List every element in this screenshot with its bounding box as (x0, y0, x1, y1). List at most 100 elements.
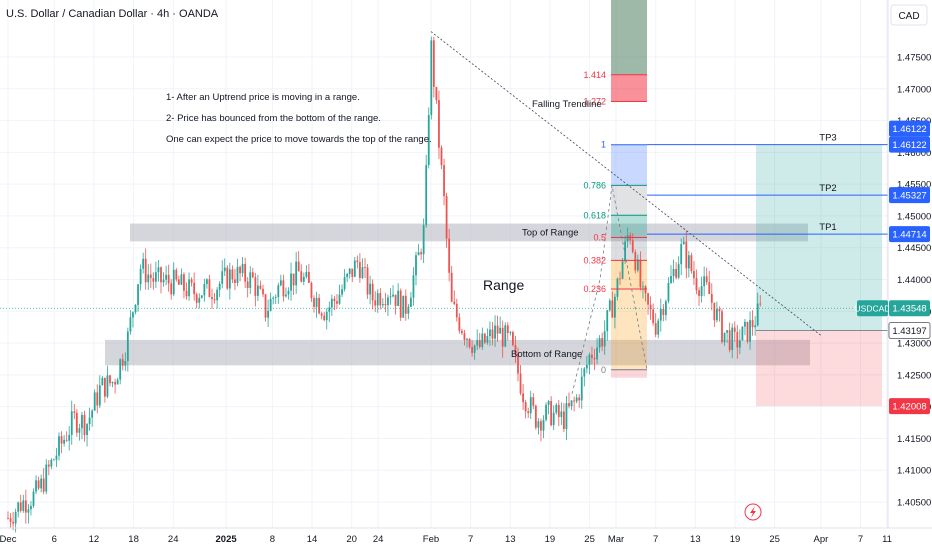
candle-body (88, 417, 91, 425)
candle-body (537, 421, 540, 428)
candle-body (716, 309, 718, 321)
entry-price-tag[interactable] (888, 322, 931, 340)
candle-body (455, 303, 458, 318)
candle-body (596, 347, 598, 360)
y-tick-label: 1.45000 (897, 211, 931, 222)
candle-body (404, 295, 407, 314)
labels: Top of Range Bottom of Range 1.414 1.272 1 0.… (511, 70, 837, 375)
current-price-value: 1.43548 (892, 304, 926, 315)
candle-body (244, 263, 247, 282)
candle-body (308, 272, 310, 283)
candle-body (698, 290, 700, 296)
candle-body (262, 288, 264, 295)
candle-body (575, 397, 578, 402)
fib-level-label: 0.236 (583, 284, 606, 294)
target-price-tag[interactable] (889, 187, 930, 204)
candle-body (325, 311, 328, 321)
candle-body (19, 502, 22, 511)
target-price-tag[interactable] (889, 136, 930, 153)
candle-body (438, 100, 440, 148)
y-tick-label: 1.47500 (897, 53, 931, 64)
target-price-tag[interactable] (889, 120, 930, 137)
candle-body (35, 480, 37, 492)
currency-button[interactable] (890, 4, 928, 26)
candle-body (353, 260, 356, 277)
candle-body (501, 327, 504, 347)
candle-body (65, 439, 68, 441)
candle-body (606, 310, 609, 332)
candle-body (193, 282, 196, 295)
candle-body (111, 382, 114, 384)
candle-body (670, 275, 672, 283)
candle-body (402, 295, 405, 318)
candle-body (634, 251, 637, 271)
candle-body (305, 272, 308, 277)
candle-body (710, 293, 713, 303)
candle-body (379, 293, 382, 306)
candle-body (24, 500, 27, 513)
candle-body (461, 330, 463, 334)
candle-body (642, 286, 644, 288)
candle-body (412, 275, 415, 298)
candle-body (624, 241, 626, 262)
symbol-tag-label: USDCAD (855, 304, 891, 314)
y-tick-label: 1.42500 (897, 370, 931, 381)
candle-body (430, 40, 433, 116)
candle-body (532, 397, 535, 406)
candle-body (445, 196, 448, 239)
y-axis[interactable]: 1.475001.470001.465001.460001.455001.450… (855, 53, 932, 509)
current-price-tag[interactable] (889, 300, 930, 317)
candle-body (463, 333, 466, 340)
range-bottom-band (105, 339, 810, 366)
candle-body (534, 405, 537, 428)
candle-body (343, 277, 346, 290)
target-label: TP3 (819, 133, 836, 144)
candle-body (175, 269, 178, 280)
x-tick-label: 2025 (216, 534, 238, 545)
range-bottom-label: Bottom of Range (511, 349, 582, 360)
candle-body (320, 313, 323, 316)
x-tick-label: 13 (505, 534, 516, 545)
candle-body (185, 290, 188, 297)
candle-body (277, 285, 280, 298)
candle-body (119, 359, 122, 380)
candle-body (200, 295, 203, 298)
lightning-icon[interactable] (744, 503, 762, 521)
candle-body (496, 325, 499, 334)
candle-body (700, 286, 703, 296)
candle-body (37, 480, 40, 489)
fib-level-label: 1.414 (583, 70, 606, 80)
fib-box (611, 0, 647, 75)
candle-body (356, 260, 359, 263)
y-tick-label: 1.44000 (897, 275, 931, 286)
candle-body (315, 297, 318, 307)
fib-level-label: 1.272 (583, 97, 606, 107)
candle-body (129, 317, 132, 332)
candle-body (593, 357, 596, 360)
candle-body (614, 296, 616, 318)
x-tick-label: 12 (89, 534, 100, 545)
candle-body (330, 298, 333, 308)
x-axis[interactable]: Dec 6 12 18 24 2025 8 14 20 24 Feb 7 13 19 25 Mar 7 13 19 2… (0, 534, 892, 545)
candle-body (657, 320, 660, 335)
target-price-tag[interactable] (889, 226, 930, 243)
candle-body (144, 258, 147, 283)
candle-body (733, 327, 736, 332)
candle-body (675, 269, 677, 278)
symbol-tag (857, 300, 888, 317)
stop-price-tag[interactable] (889, 398, 930, 415)
candle-body (236, 266, 239, 283)
candle-body (427, 115, 430, 166)
candles (7, 36, 762, 533)
candle-body (374, 300, 377, 306)
candle-body (616, 278, 619, 297)
candle-body (361, 267, 364, 279)
candle-body (254, 277, 257, 296)
candle-body (183, 274, 185, 291)
candle-body (318, 297, 320, 314)
candle-body (228, 269, 231, 289)
target-label: TP1 (819, 222, 836, 233)
candle-body (310, 282, 313, 299)
candle-body (257, 285, 259, 296)
